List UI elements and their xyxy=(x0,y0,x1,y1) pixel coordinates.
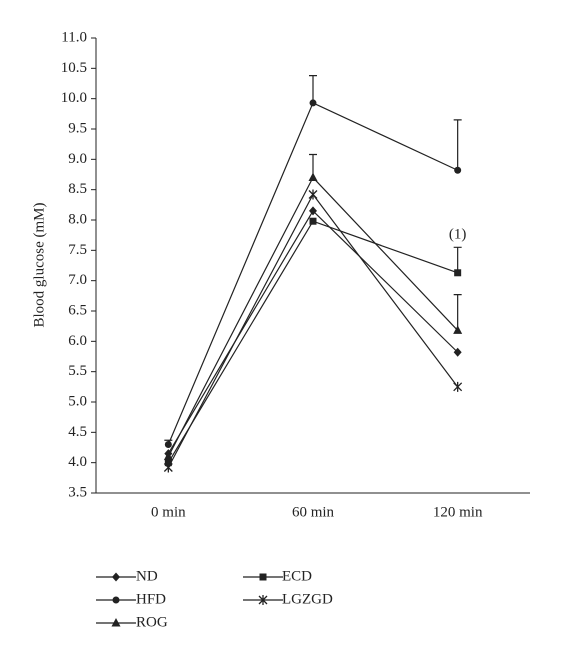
y-tick-label: 8.0 xyxy=(68,211,87,227)
x-tick-label: 0 min xyxy=(151,504,186,520)
legend-label: ND xyxy=(136,568,158,584)
error-bar xyxy=(453,246,462,273)
data-point xyxy=(453,347,462,357)
y-tick-label: 7.5 xyxy=(68,242,87,258)
data-point xyxy=(308,172,318,182)
y-axis-label: Blood glucose (mM) xyxy=(31,203,47,328)
legend-label: ECD xyxy=(282,568,312,584)
annotation: (1) xyxy=(449,227,467,243)
data-point xyxy=(164,440,172,448)
y-tick-label: 3.5 xyxy=(68,484,87,500)
y-tick-label: 10.5 xyxy=(61,60,87,76)
error-bar xyxy=(453,119,462,171)
data-point xyxy=(454,269,462,277)
y-tick-label: 10.0 xyxy=(61,90,87,106)
legend-marker xyxy=(112,572,120,582)
legend-marker xyxy=(259,573,267,581)
y-tick-label: 7.0 xyxy=(68,272,87,288)
x-tick-label: 60 min xyxy=(292,504,335,520)
error-bar xyxy=(453,294,462,331)
y-tick-label: 5.5 xyxy=(68,363,87,379)
series-line xyxy=(167,209,459,454)
y-tick-label: 4.5 xyxy=(68,424,87,440)
y-tick-label: 4.0 xyxy=(68,454,87,470)
legend-label: HFD xyxy=(136,591,166,607)
error-bar xyxy=(309,75,317,103)
legend-marker xyxy=(111,618,121,627)
data-point xyxy=(163,462,173,473)
y-tick-label: 8.5 xyxy=(68,181,87,197)
legend-marker xyxy=(112,596,120,604)
y-tick-label: 6.5 xyxy=(68,302,87,318)
data-point xyxy=(309,206,317,216)
legend-label: ROG xyxy=(136,614,168,630)
data-point xyxy=(309,217,317,225)
data-point xyxy=(453,381,463,392)
x-tick-label: 120 min xyxy=(433,504,483,520)
data-point xyxy=(308,189,318,200)
legend-marker xyxy=(258,595,268,605)
y-tick-label: 9.0 xyxy=(68,151,87,167)
y-tick-label: 6.0 xyxy=(68,333,87,349)
y-tick-label: 11.0 xyxy=(61,29,87,45)
legend-label: LGZGD xyxy=(282,591,333,607)
data-point xyxy=(309,99,317,107)
y-tick-label: 5.0 xyxy=(68,393,87,409)
data-point xyxy=(453,325,463,334)
series-line xyxy=(167,193,459,468)
y-tick-label: 9.5 xyxy=(68,120,87,136)
data-point xyxy=(454,166,462,174)
